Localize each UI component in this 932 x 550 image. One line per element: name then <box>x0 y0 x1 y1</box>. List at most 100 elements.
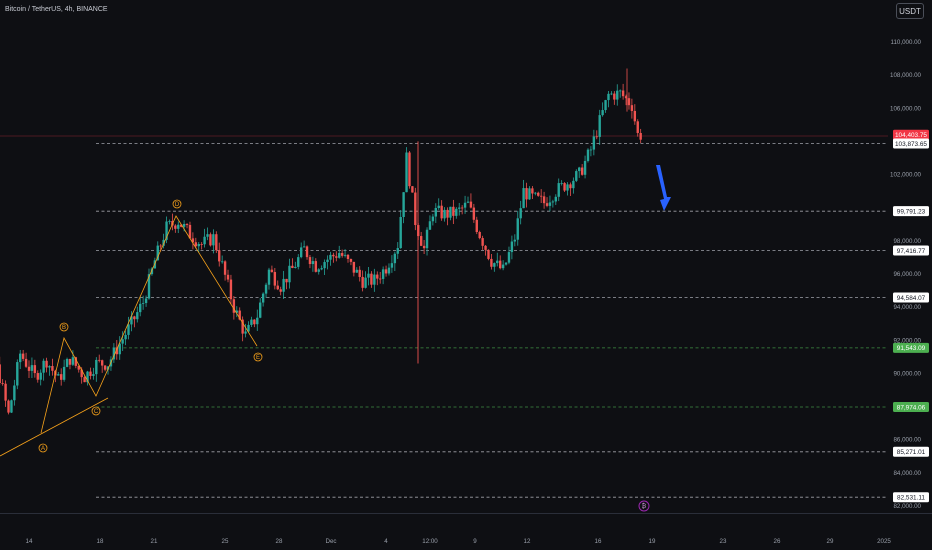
candle-body <box>0 364 1 384</box>
candle-body <box>305 246 309 258</box>
y-tick-label: 102,000.00 <box>890 172 922 179</box>
x-tick-label: 4 <box>384 538 388 545</box>
candle-body <box>95 359 98 375</box>
candle-body <box>259 302 262 318</box>
candle-body <box>89 371 92 376</box>
wave-label-text: C <box>94 409 99 415</box>
symbol-title[interactable]: Bitcoin / TetherUS, 4h, BINANCE <box>5 6 108 13</box>
candle-body <box>396 248 399 254</box>
candle-body <box>557 183 560 197</box>
candle-body <box>13 385 16 401</box>
candle-body <box>367 273 370 278</box>
x-tick-label: 23 <box>720 538 727 545</box>
candle-body <box>59 374 63 380</box>
candle-body <box>522 188 525 209</box>
candle-body <box>253 319 256 325</box>
candle-body <box>156 245 159 261</box>
candle-body <box>510 241 514 253</box>
candle-body <box>419 236 423 246</box>
candle-body <box>45 360 48 368</box>
candle-body <box>566 184 569 191</box>
candle-body <box>481 238 484 246</box>
x-tick-label: 29 <box>827 538 834 545</box>
bearish-arrow <box>656 165 671 211</box>
candle-body <box>425 229 429 249</box>
candle-body <box>580 167 584 175</box>
candle-body <box>595 136 598 138</box>
candle-body <box>273 272 277 286</box>
candle-body <box>630 105 634 111</box>
candle-body <box>610 93 613 95</box>
candle-body <box>285 278 288 283</box>
price-badges: 104,403.75 103,873.65 99,791.23 97,416.77 94… <box>893 129 929 503</box>
price-badge-bg <box>893 292 929 303</box>
candle-body <box>507 252 511 263</box>
candle-body <box>297 257 300 267</box>
candle-body <box>118 343 121 355</box>
candle-body <box>317 269 320 272</box>
wave-label-e: E <box>253 352 263 362</box>
x-tick-label: 18 <box>97 538 104 545</box>
candle-body <box>332 254 335 257</box>
candle-body <box>103 365 107 370</box>
candle-body <box>583 160 587 175</box>
candle-body <box>370 273 373 285</box>
candle-body <box>539 195 543 197</box>
wave-path <box>40 215 258 434</box>
price-badge-text: 99,791.23 <box>897 208 926 215</box>
candle-body <box>537 192 540 196</box>
candle-body <box>340 253 344 256</box>
y-tick-label: 92,000.00 <box>893 337 921 344</box>
candle-body <box>232 299 236 313</box>
candle-body <box>241 319 244 334</box>
candle-body <box>636 121 639 133</box>
x-tick-label: 12:00 <box>422 538 438 545</box>
candle-body <box>294 266 297 268</box>
candle-body <box>364 277 367 288</box>
candle-body <box>408 152 411 187</box>
candle-body <box>264 284 268 294</box>
wave-label-circle <box>91 406 101 416</box>
candle-body <box>460 207 464 209</box>
wave-label-text: A <box>41 446 45 452</box>
event-marker[interactable]: ₿ <box>638 500 650 512</box>
candle-body <box>39 372 42 380</box>
candle-body <box>349 258 353 262</box>
candle-body <box>449 206 452 218</box>
candle-body <box>422 245 426 249</box>
wave-label-circle <box>172 199 182 209</box>
price-badge-text: 87,974.06 <box>897 404 926 411</box>
candle-body <box>80 369 83 378</box>
candle-body <box>179 224 183 227</box>
candle-body <box>329 254 332 260</box>
candle-body <box>33 365 37 374</box>
candle-body <box>475 219 478 233</box>
y-tick-label: 110,000.00 <box>890 39 921 46</box>
price-badge-text: 104,403.75 <box>895 132 927 139</box>
candle-body <box>618 90 622 92</box>
candle-body <box>112 347 116 360</box>
candle-body <box>399 216 402 249</box>
candle-body <box>633 110 637 122</box>
candle-body <box>36 373 39 380</box>
candle-body <box>42 360 45 373</box>
candle-body <box>177 224 180 229</box>
candle-body <box>458 207 461 209</box>
candle-body <box>121 339 124 344</box>
candle-body <box>551 201 555 203</box>
candle-body <box>586 149 590 161</box>
candle-body <box>501 264 505 269</box>
candle-body <box>604 100 607 111</box>
wave-label-c: C <box>91 406 101 416</box>
candle-body <box>411 186 414 193</box>
candle-body <box>100 360 104 366</box>
candle-body <box>30 365 34 371</box>
candle-body <box>490 258 493 267</box>
wave-label-d: D <box>172 199 182 209</box>
currency-button[interactable]: USDT <box>896 3 924 19</box>
elliott-wave-annotation: A B C D E <box>0 199 263 457</box>
candle-body <box>282 278 285 292</box>
time-scale: 14 18 21 25 28 Dec 4 12:00 9 12 16 19 23 26 29 2025 <box>26 538 892 545</box>
y-tick-label: 84,000.00 <box>893 470 921 477</box>
